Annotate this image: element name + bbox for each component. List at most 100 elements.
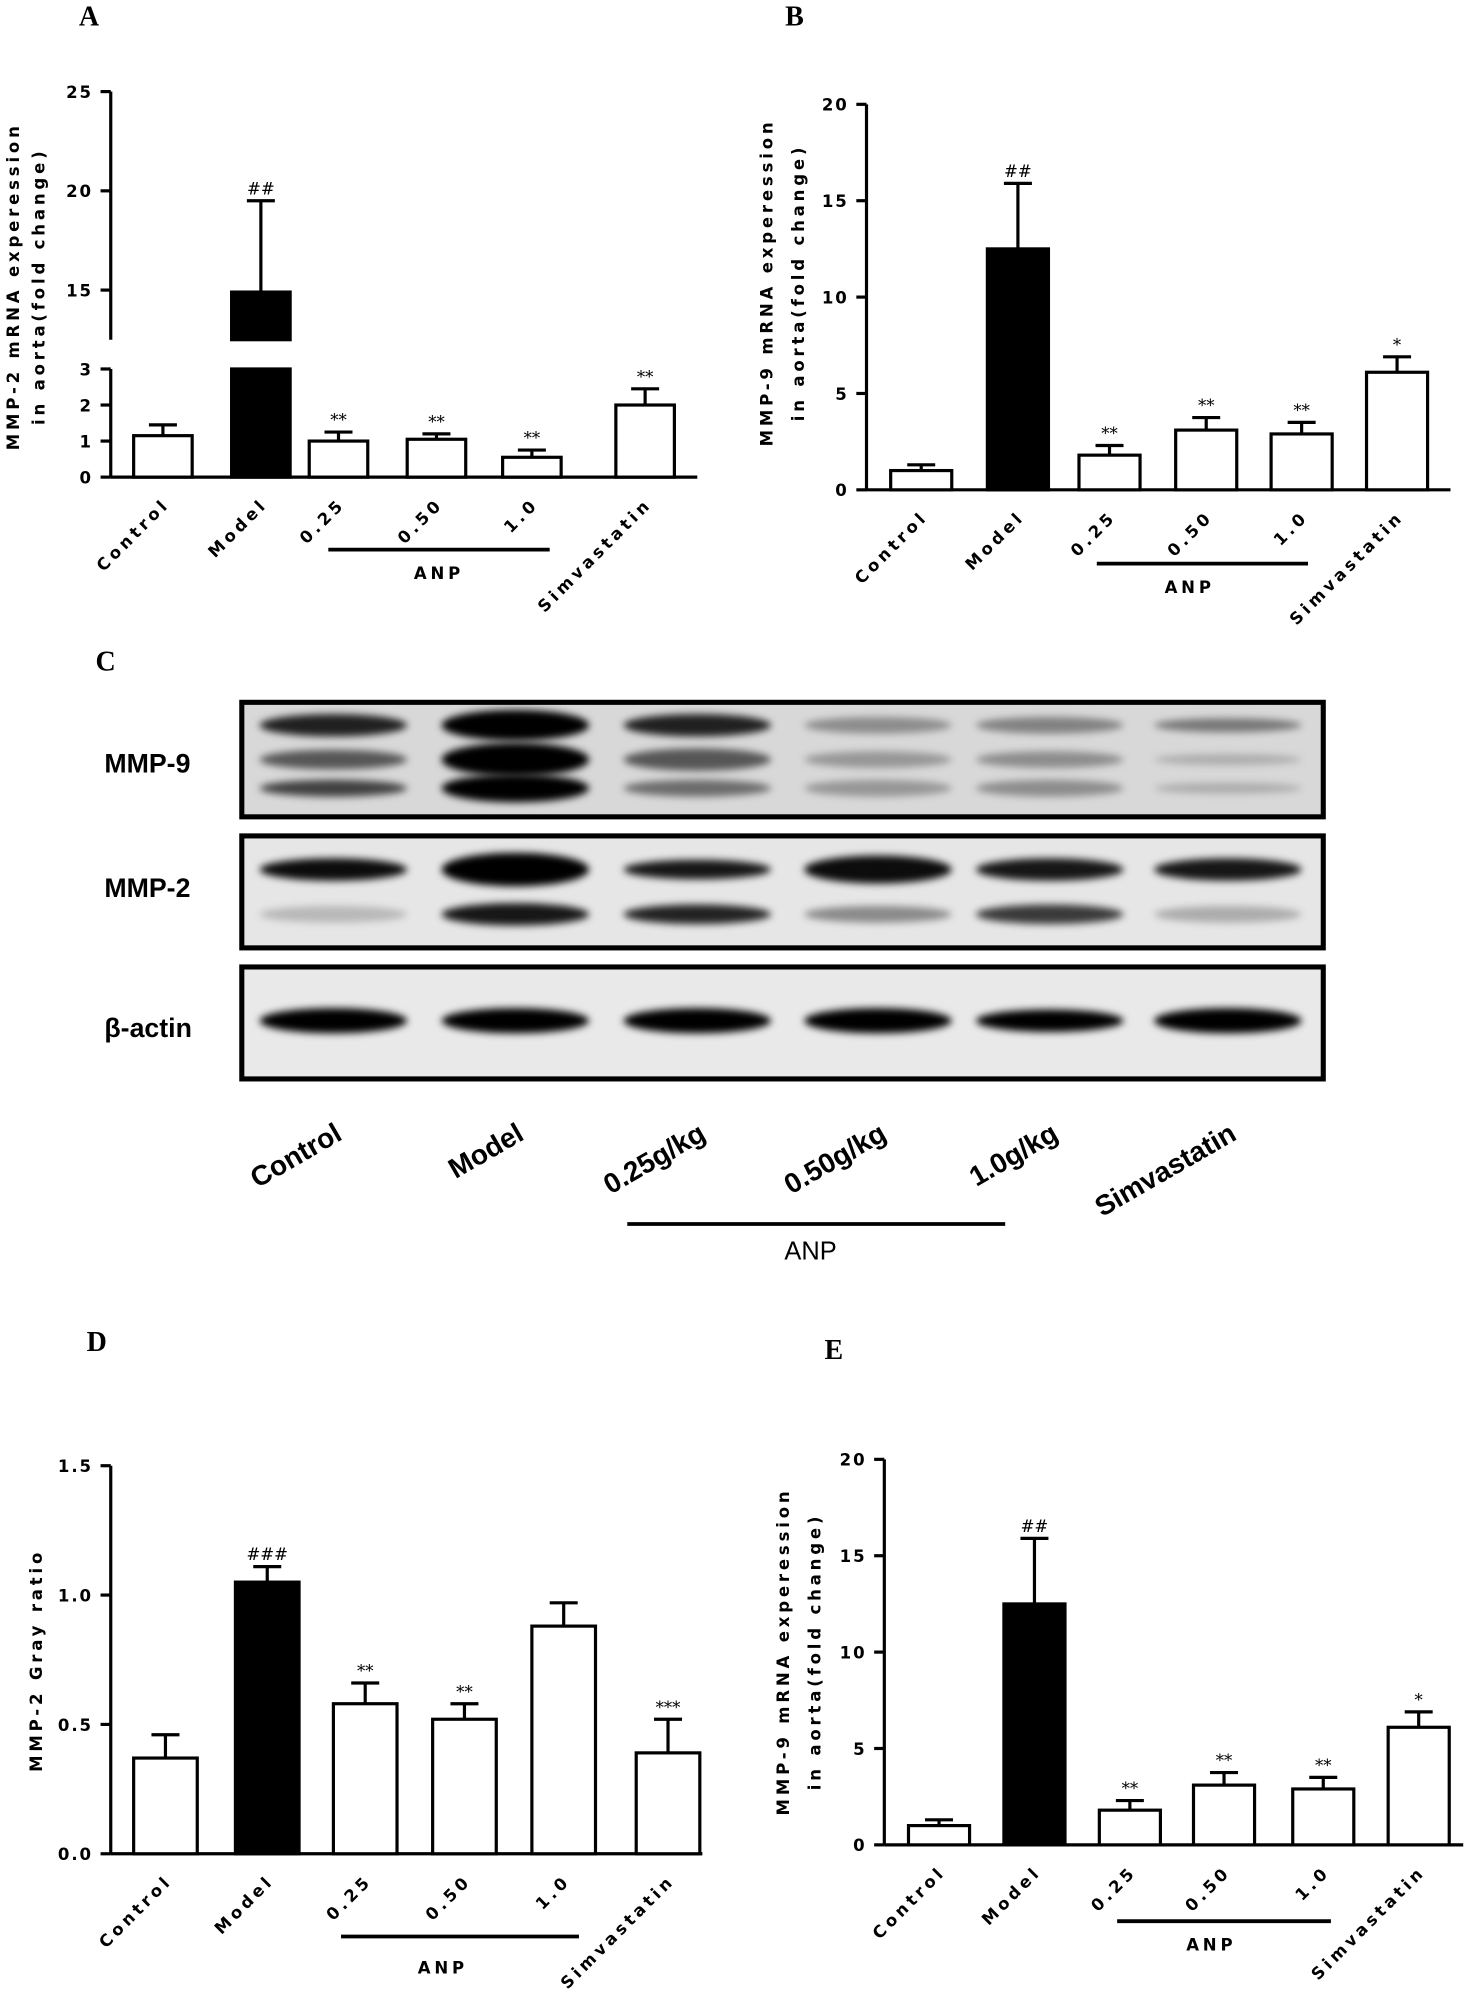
- bar: [1191, 1783, 1257, 1847]
- error-bar: [631, 387, 660, 406]
- error-bar: [517, 448, 546, 458]
- blot-band: [623, 904, 772, 925]
- y-tick-label: 5: [853, 1740, 866, 1759]
- blot-column-label: 0.25g/kg: [598, 1117, 710, 1200]
- x-tick-label: Control: [95, 1871, 176, 1952]
- blot-band: [441, 709, 590, 741]
- blot-band: [259, 749, 408, 770]
- blot-band: [623, 748, 772, 771]
- blot-band: [1154, 905, 1302, 923]
- bar: [132, 1756, 199, 1856]
- x-tick-label: Model: [204, 495, 271, 562]
- blot-strip: [241, 835, 1324, 948]
- x-tick-label: Simvastatin: [557, 1871, 679, 1993]
- blot-band: [441, 852, 590, 887]
- x-tick-label: 0.50: [422, 1871, 475, 1924]
- blot-background: [241, 966, 1324, 1079]
- blot-background: [241, 835, 1324, 948]
- bar: [230, 367, 292, 479]
- y-axis-label: MMP-9 mRNA experession: [757, 118, 776, 446]
- y-tick-label: 1: [80, 432, 93, 451]
- x-tick-label: Model: [961, 507, 1028, 574]
- blot-frame: [239, 699, 1326, 820]
- error-bar: [1192, 415, 1221, 431]
- x-tick-label: Model: [211, 1871, 278, 1938]
- x-tick-label: Control: [851, 507, 932, 588]
- blot-band: [259, 779, 408, 797]
- blot-strip: [241, 966, 1324, 1079]
- blot-band: [623, 714, 772, 737]
- bar: [1097, 1808, 1163, 1847]
- significance-label: **: [524, 429, 541, 448]
- y-tick-label: 0.5: [58, 1716, 93, 1735]
- bar: [614, 403, 676, 479]
- significance-label: **: [1122, 1779, 1139, 1798]
- x-tick-label: 0.50: [1181, 1862, 1234, 1915]
- blot-column-label: 0.50g/kg: [779, 1117, 891, 1200]
- significance-label: ***: [656, 1698, 681, 1717]
- x-tick-label: 1.0: [1291, 1862, 1333, 1904]
- blot-band: [441, 742, 590, 777]
- significance-label: ##: [1021, 1517, 1049, 1536]
- y-tick-label: 20: [822, 96, 849, 115]
- error-bar: [1003, 181, 1032, 249]
- error-bar: [151, 1733, 180, 1759]
- y-tick-label: 15: [66, 281, 93, 300]
- blot-band: [441, 1008, 590, 1034]
- y-tick-label: 0: [835, 481, 848, 500]
- significance-label: *: [1393, 335, 1401, 354]
- blot-column-label: 1.0g/kg: [964, 1117, 1063, 1192]
- significance-label: **: [456, 1682, 473, 1701]
- significance-label: **: [357, 1662, 374, 1681]
- x-tick-label: 0.25: [323, 1871, 376, 1924]
- x-tick-label: Model: [978, 1862, 1045, 1929]
- significance-label: **: [1198, 396, 1215, 415]
- blot-band: [623, 1008, 772, 1034]
- error-bar: [549, 1601, 578, 1627]
- bar: [230, 290, 292, 342]
- error-bar: [324, 430, 353, 442]
- error-bar: [1383, 355, 1412, 373]
- blot-band: [804, 905, 952, 923]
- y-tick-label: 5: [835, 385, 848, 404]
- blot-row-label: MMP-2: [104, 873, 190, 903]
- y-tick-label: 0: [853, 1836, 866, 1855]
- blot-strip: [241, 702, 1324, 817]
- x-tick-label: 0.25: [1087, 1862, 1140, 1915]
- significance-label: **: [1315, 1756, 1332, 1775]
- bar: [501, 455, 563, 479]
- error-bar: [925, 1818, 954, 1826]
- y-tick-label: 10: [822, 288, 849, 307]
- error-bar: [1287, 420, 1316, 434]
- error-bar: [148, 423, 177, 436]
- bar: [530, 1624, 598, 1856]
- y-tick-label: 15: [822, 192, 849, 211]
- significance-label: **: [637, 367, 654, 386]
- x-tick-label: 0.50: [1164, 507, 1217, 560]
- blot-band: [975, 858, 1124, 881]
- blot-frame: [239, 833, 1326, 951]
- panel-letter: E: [825, 1335, 844, 1366]
- bar: [431, 1717, 498, 1856]
- blot-band: [975, 716, 1124, 734]
- blot-band: [1154, 753, 1302, 766]
- blot-band: [623, 779, 772, 797]
- bar: [1364, 370, 1430, 492]
- significance-label: **: [428, 412, 445, 431]
- error-bar: [1115, 1798, 1144, 1811]
- y-tick-label: 10: [840, 1643, 867, 1662]
- error-bar: [246, 199, 275, 293]
- bar: [906, 1823, 972, 1847]
- bar: [1077, 453, 1142, 492]
- bar: [1174, 428, 1239, 492]
- bar: [1386, 1725, 1451, 1847]
- significance-label: ##: [247, 179, 275, 198]
- error-bar: [1309, 1775, 1338, 1789]
- bar: [331, 1702, 399, 1856]
- group-label: ANP: [1186, 1935, 1236, 1954]
- error-bar: [450, 1702, 479, 1720]
- y-tick-label: 25: [66, 83, 93, 102]
- y-tick-label: 2: [80, 396, 93, 415]
